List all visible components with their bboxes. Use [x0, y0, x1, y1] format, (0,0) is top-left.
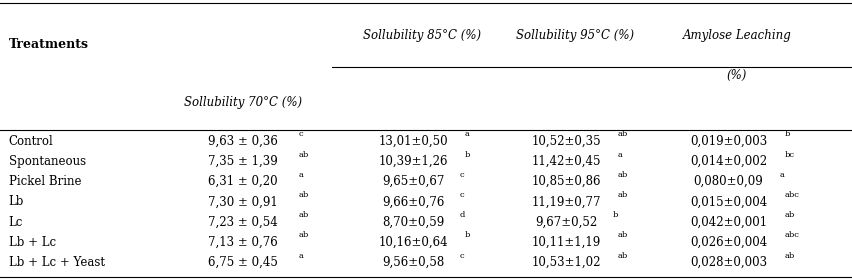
Text: 10,39±1,26: 10,39±1,26 [378, 155, 448, 168]
Text: ab: ab [618, 171, 628, 179]
Text: 0,080±0,09: 0,080±0,09 [694, 175, 763, 188]
Text: Sollubility 70°C (%): Sollubility 70°C (%) [184, 96, 302, 109]
Text: Treatments: Treatments [9, 38, 89, 51]
Text: ab: ab [785, 251, 795, 260]
Text: a: a [299, 171, 304, 179]
Text: 9,66±0,76: 9,66±0,76 [382, 195, 445, 208]
Text: Lb: Lb [9, 195, 24, 208]
Text: ab: ab [785, 211, 795, 219]
Text: Sollubility 85°C (%): Sollubility 85°C (%) [363, 29, 481, 41]
Text: 7,35 ± 1,39: 7,35 ± 1,39 [208, 155, 278, 168]
Text: 9,56±0,58: 9,56±0,58 [382, 256, 445, 269]
Text: 11,19±0,77: 11,19±0,77 [532, 195, 602, 208]
Text: abc: abc [785, 191, 799, 199]
Text: 0,042±0,001: 0,042±0,001 [690, 216, 767, 228]
Text: b: b [464, 151, 469, 158]
Text: b: b [613, 211, 619, 219]
Text: ab: ab [299, 191, 309, 199]
Text: ab: ab [299, 151, 309, 158]
Text: 9,67±0,52: 9,67±0,52 [535, 216, 598, 228]
Text: ab: ab [299, 211, 309, 219]
Text: 9,63 ± 0,36: 9,63 ± 0,36 [208, 135, 278, 148]
Text: c: c [299, 130, 303, 138]
Text: 7,30 ± 0,91: 7,30 ± 0,91 [208, 195, 278, 208]
Text: 6,31 ± 0,20: 6,31 ± 0,20 [208, 175, 278, 188]
Text: Lb + Lc + Yeast: Lb + Lc + Yeast [9, 256, 105, 269]
Text: ab: ab [618, 191, 628, 199]
Text: 10,11±1,19: 10,11±1,19 [532, 236, 602, 249]
Text: c: c [459, 251, 464, 260]
Text: 0,015±0,004: 0,015±0,004 [690, 195, 767, 208]
Text: b: b [464, 231, 469, 239]
Text: ab: ab [618, 231, 628, 239]
Text: Sollubility 95°C (%): Sollubility 95°C (%) [516, 29, 634, 41]
Text: ab: ab [618, 130, 628, 138]
Text: a: a [618, 151, 623, 158]
Text: bc: bc [785, 151, 795, 158]
Text: a: a [464, 130, 469, 138]
Text: 10,85±0,86: 10,85±0,86 [532, 175, 602, 188]
Text: abc: abc [785, 231, 799, 239]
Text: 0,028±0,003: 0,028±0,003 [690, 256, 767, 269]
Text: 10,16±0,64: 10,16±0,64 [378, 236, 448, 249]
Text: Control: Control [9, 135, 54, 148]
Text: 0,014±0,002: 0,014±0,002 [690, 155, 767, 168]
Text: 10,53±1,02: 10,53±1,02 [532, 256, 602, 269]
Text: c: c [459, 191, 464, 199]
Text: 7,23 ± 0,54: 7,23 ± 0,54 [208, 216, 278, 228]
Text: 13,01±0,50: 13,01±0,50 [378, 135, 448, 148]
Text: 11,42±0,45: 11,42±0,45 [532, 155, 602, 168]
Text: 0,026±0,004: 0,026±0,004 [690, 236, 767, 249]
Text: 7,13 ± 0,76: 7,13 ± 0,76 [208, 236, 278, 249]
Text: (%): (%) [727, 69, 747, 82]
Text: a: a [299, 251, 304, 260]
Text: Lb + Lc: Lb + Lc [9, 236, 55, 249]
Text: 8,70±0,59: 8,70±0,59 [382, 216, 445, 228]
Text: c: c [459, 171, 464, 179]
Text: d: d [459, 211, 465, 219]
Text: 9,65±0,67: 9,65±0,67 [382, 175, 445, 188]
Text: ab: ab [618, 251, 628, 260]
Text: b: b [785, 130, 790, 138]
Text: Spontaneous: Spontaneous [9, 155, 86, 168]
Text: Amylose Leaching: Amylose Leaching [682, 29, 792, 41]
Text: a: a [780, 171, 785, 179]
Text: ab: ab [299, 231, 309, 239]
Text: 10,52±0,35: 10,52±0,35 [532, 135, 602, 148]
Text: 6,75 ± 0,45: 6,75 ± 0,45 [208, 256, 278, 269]
Text: Lc: Lc [9, 216, 23, 228]
Text: 0,019±0,003: 0,019±0,003 [690, 135, 767, 148]
Text: Pickel Brine: Pickel Brine [9, 175, 81, 188]
